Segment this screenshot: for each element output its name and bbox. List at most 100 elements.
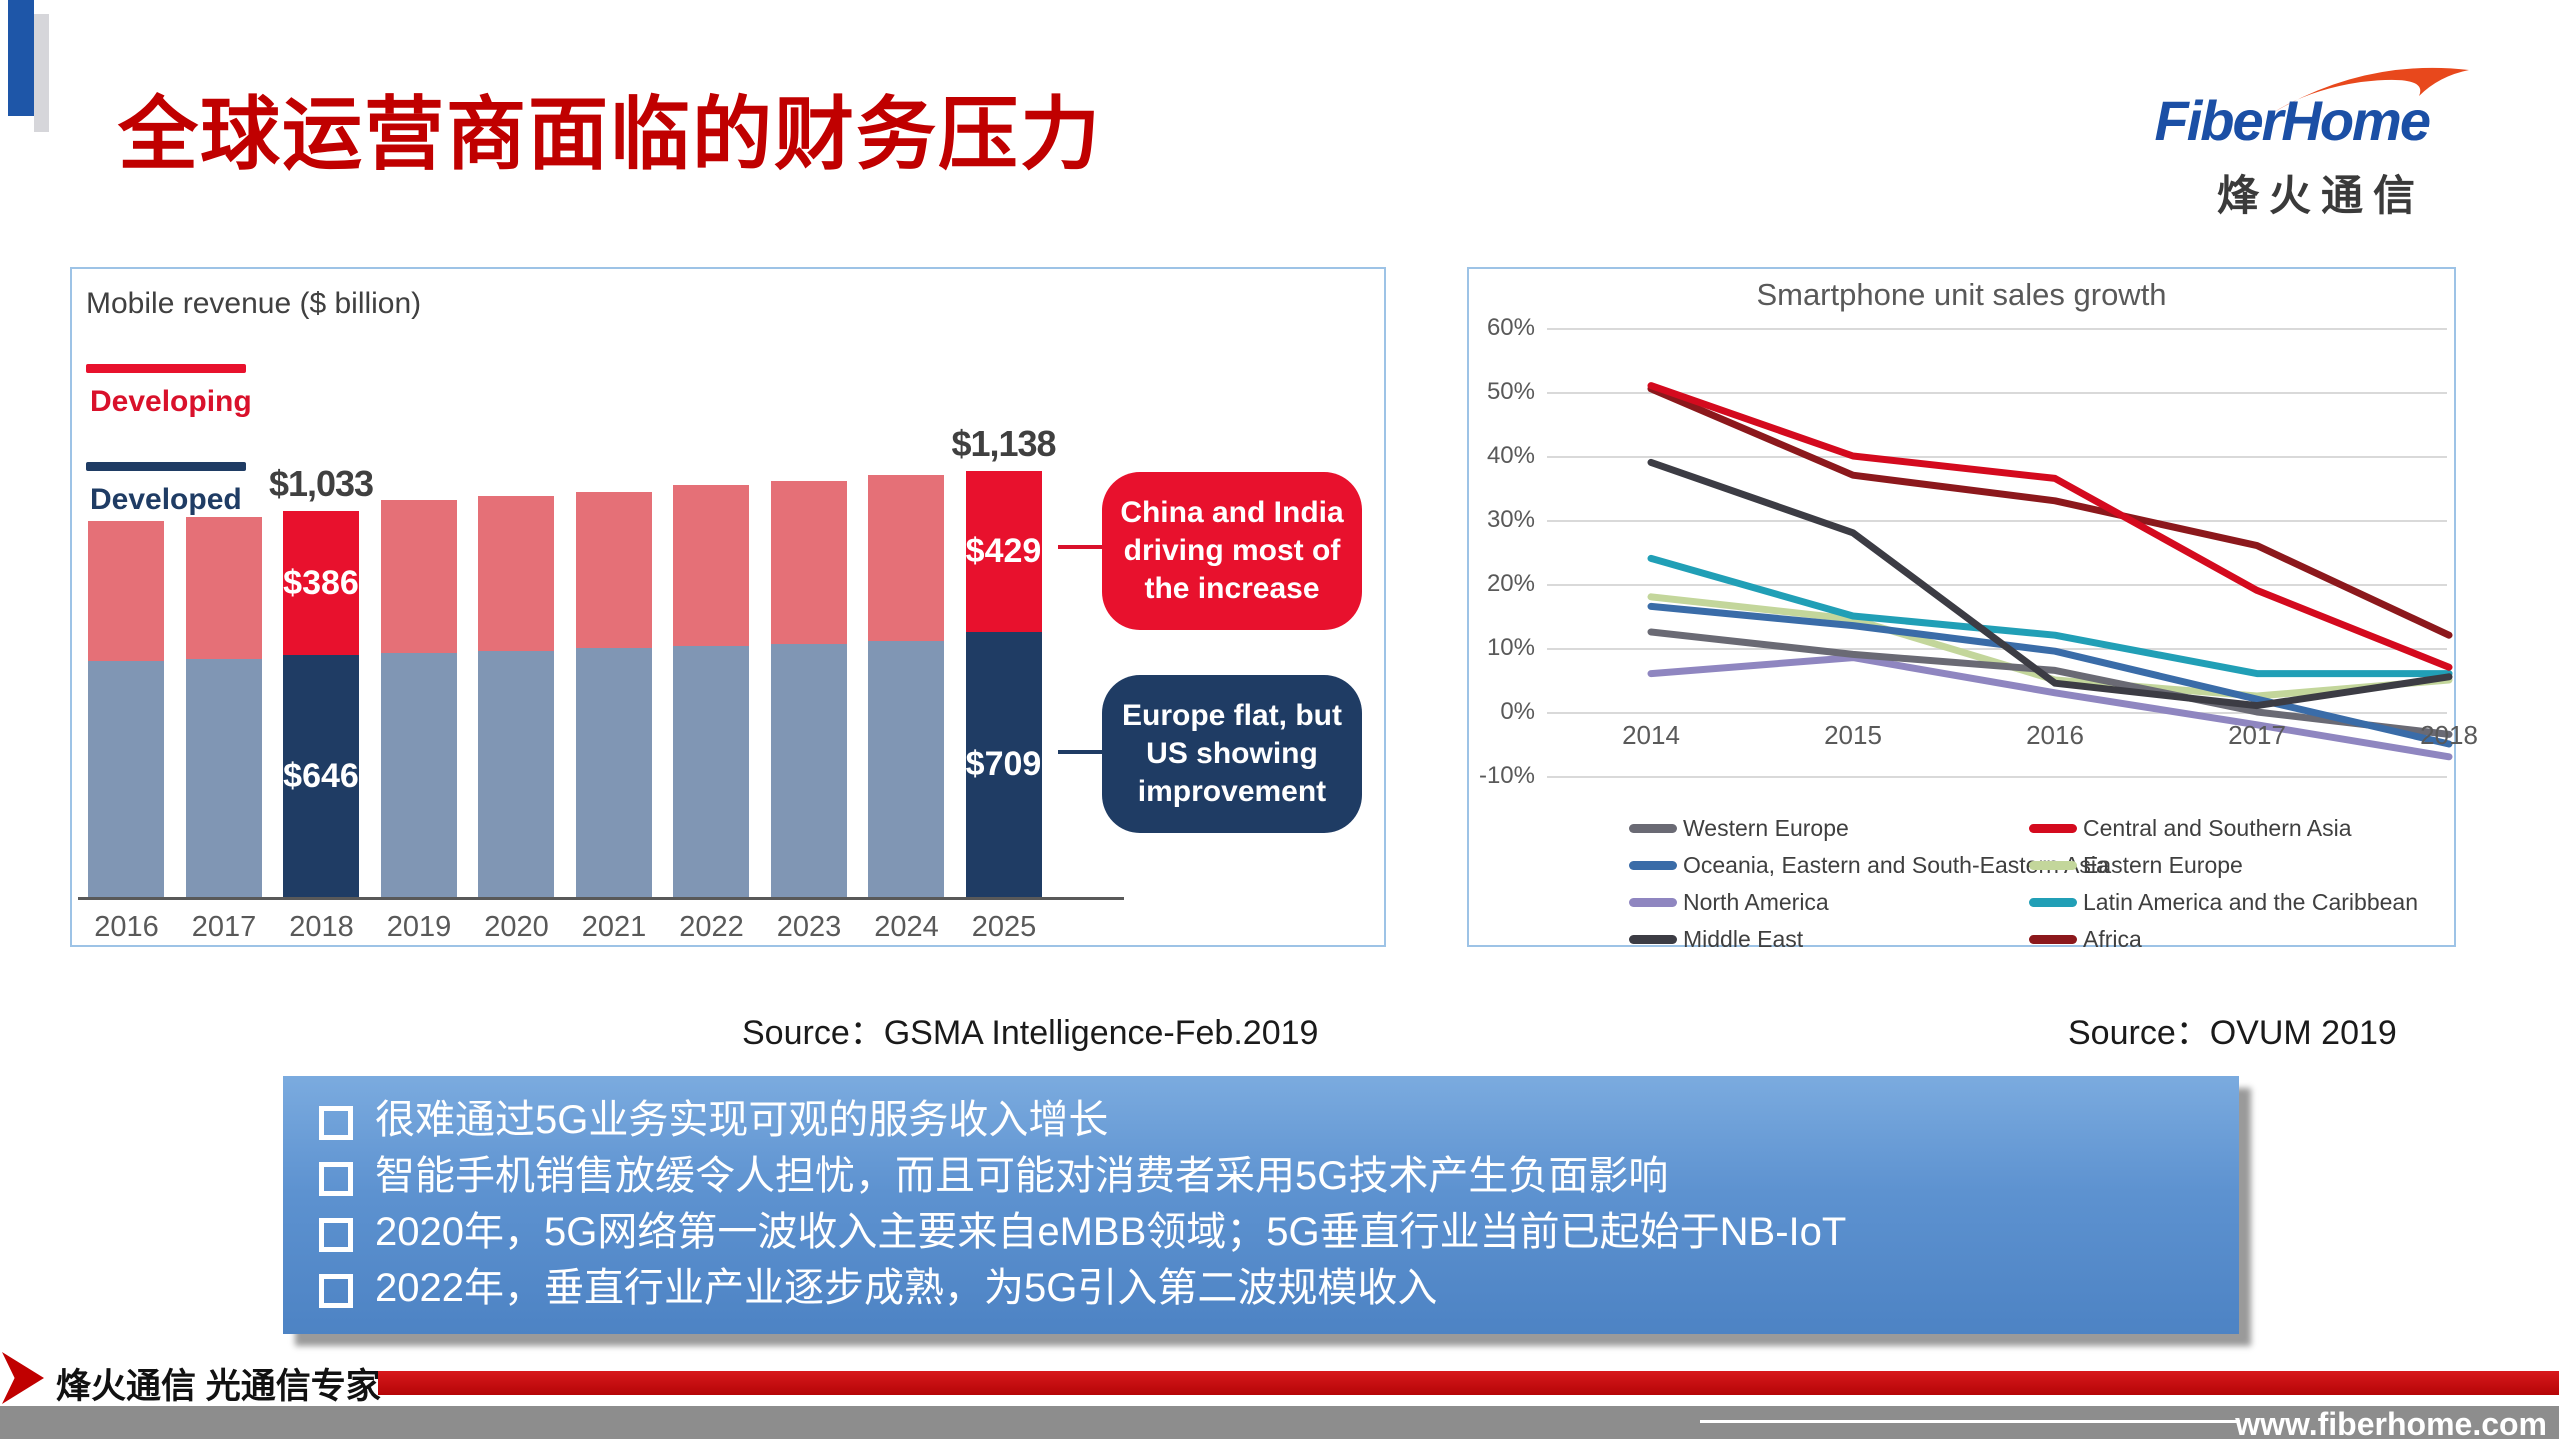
year-label-2022: 2022 (679, 911, 744, 943)
legend-label: Africa (2083, 925, 2142, 952)
ytick-60%: 60% (1486, 314, 1535, 341)
line-chart-title: Smartphone unit sales growth (1756, 277, 2167, 312)
bar-2016-developing (88, 521, 164, 662)
year-label-2025: 2025 (971, 911, 1037, 943)
legend-item-western-europe: Western Europe (1629, 815, 1849, 841)
legend-swatch (2029, 934, 2077, 944)
legend-label: Latin America and the Caribbean (2083, 888, 2418, 915)
bar-2025-developing (965, 471, 1042, 632)
ytick-40%: 40% (1486, 442, 1535, 469)
bullet-square-icon (319, 1218, 353, 1252)
bar-2023-developed (770, 643, 847, 897)
bullet-square-icon (319, 1162, 353, 1196)
legend-swatch (1629, 934, 1677, 944)
developed-label-2018: $646 (283, 757, 359, 796)
legend-swatch (1629, 897, 1677, 907)
bullet-row-3: 2020年，5G网络第一波收入主要来自eMBB领域；5G垂直行业当前已起始于NB… (317, 1204, 2205, 1260)
bullet-row-2: 智能手机销售放缓令人担忧，而且可能对消费者采用5G技术产生负面影响 (317, 1148, 2205, 1204)
legend-item-latin-america-and-the-caribbean: Latin America and the Caribbean (2029, 889, 2418, 915)
connector-navy (1058, 750, 1104, 754)
developed-label-2025: $709 (965, 745, 1042, 784)
bullet-text: 很难通过5G业务实现可观的服务收入增长 (375, 1098, 1109, 1142)
bar-2018-developed (283, 655, 359, 897)
logo-brand-text: FiberHome (2154, 89, 2431, 152)
ytick-20%: 20% (1486, 570, 1535, 597)
bullet-square-icon (319, 1106, 353, 1140)
bullet-row-1: 很难通过5G业务实现可观的服务收入增长 (317, 1092, 2205, 1148)
legend-swatch (2029, 897, 2077, 907)
bar-2016-developed (88, 661, 164, 897)
ytick-0%: 0% (1500, 698, 1535, 725)
legend-label: Eastern Europe (2083, 851, 2243, 878)
callout-china-india: China and India driving most of the incr… (1102, 472, 1362, 630)
connector-red (1058, 545, 1104, 549)
bar-2021-developed (575, 648, 652, 897)
callout-europe-us: Europe flat, but US showing improvement (1102, 675, 1362, 833)
year-label-2021: 2021 (581, 911, 647, 943)
xtick-2018: 2018 (2420, 720, 2478, 750)
bar-2022-developing (673, 484, 749, 647)
footer-tagline: 烽火通信 光通信专家 (56, 1367, 381, 1406)
bar-2020-developed (478, 650, 554, 897)
gridline-20% (1547, 584, 2447, 586)
bullet-text: 2020年，5G网络第一波收入主要来自eMBB领域；5G垂直行业当前已起始于NB… (375, 1210, 1847, 1254)
legend-item-africa: Africa (2029, 926, 2142, 952)
xtick-2015: 2015 (1824, 720, 1882, 750)
footer-divider-line (1700, 1420, 2240, 1423)
legend-swatch (2029, 860, 2077, 870)
legend-item-north-america: North America (1629, 889, 1829, 915)
bar-2017-developed (185, 658, 262, 897)
ytick--10%: -10% (1478, 762, 1535, 789)
bullet-text: 智能手机销售放缓令人担忧，而且可能对消费者采用5G技术产生负面影响 (375, 1154, 1669, 1198)
ytick-10%: 10% (1486, 634, 1535, 661)
series-line-oceania-eastern-and-south-eastern-asia (1647, 602, 2453, 748)
gridline-0% (1547, 712, 2447, 714)
ytick-50%: 50% (1486, 378, 1535, 405)
source-left: Source：GSMA Intelligence-Feb.2019 (742, 1014, 1319, 1052)
year-label-2023: 2023 (776, 911, 842, 943)
legend-swatch-developed (86, 462, 246, 471)
series-line-latin-america-and-the-caribbean (1647, 554, 2453, 678)
year-label-2018: 2018 (289, 911, 354, 943)
gridline--10% (1547, 776, 2447, 778)
year-label-2016: 2016 (94, 911, 159, 943)
bar-2024-developed (868, 640, 944, 897)
line-chart-series (1647, 382, 2453, 761)
series-line-western-europe (1647, 628, 2453, 738)
mobile-revenue-chart-panel: Mobile revenue ($ billion) Developing De… (70, 267, 1386, 947)
legend-label-developed: Developed (90, 483, 242, 516)
gridline-40% (1547, 456, 2447, 458)
developing-label-2025: $429 (965, 532, 1042, 571)
bar-2023-developing (770, 481, 847, 644)
total-label-2018: $1,033 (268, 462, 374, 504)
year-label-2017: 2017 (191, 911, 257, 943)
key-points-box: 很难通过5G业务实现可观的服务收入增长智能手机销售放缓令人担忧，而且可能对消费者… (283, 1076, 2239, 1334)
footer-red-bar (378, 1371, 2559, 1395)
legend-item-middle-east: Middle East (1629, 926, 1803, 952)
bar-chart-x-axis (78, 897, 1124, 900)
series-line-north-america (1647, 654, 2453, 761)
source-right: Source：OVUM 2019 (2068, 1014, 2397, 1052)
bar-2018-developing (283, 510, 359, 656)
legend-item-central-and-southern-asia: Central and Southern Asia (2029, 815, 2352, 841)
gridline-50% (1547, 392, 2447, 394)
series-line-africa (1647, 385, 2453, 639)
legend-swatch (2029, 823, 2077, 833)
bullet-row-4: 2022年，垂直行业产业逐步成熟，为5G引入第二波规模收入 (317, 1260, 2205, 1316)
bar-2024-developing (868, 474, 944, 641)
legend-label: Central and Southern Asia (2083, 814, 2352, 841)
logo-brand-cn: 烽火通信 (2216, 172, 2425, 219)
corner-accent-gray (34, 14, 49, 132)
legend-label-developing: Developing (90, 385, 252, 418)
footer-website: www.fiberhome.com (2235, 1406, 2547, 1442)
legend-label: Western Europe (1683, 814, 1849, 841)
logo-swoosh-icon (2271, 67, 2469, 114)
bar-2019-developing (380, 500, 457, 653)
footer-arrow-icon (2, 1352, 44, 1404)
year-label-2020: 2020 (484, 911, 549, 943)
gridline-60% (1547, 328, 2447, 330)
gridline-10% (1547, 648, 2447, 650)
bar-2021-developing (575, 492, 652, 649)
series-line-central-and-southern-asia (1647, 382, 2453, 671)
bar-2020-developing (478, 496, 554, 651)
